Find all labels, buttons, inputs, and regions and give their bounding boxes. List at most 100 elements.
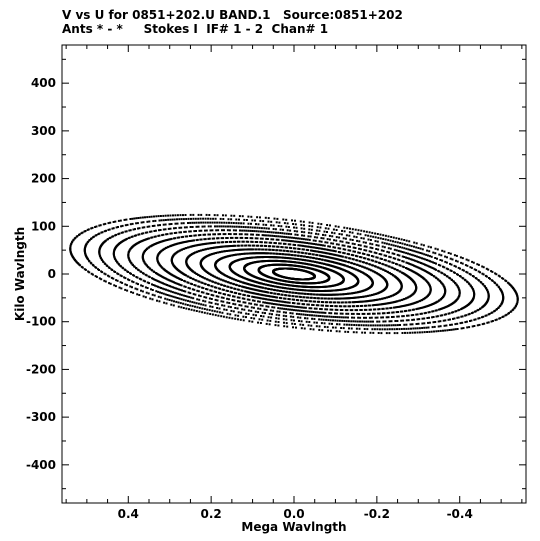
uv-point [302,262,304,264]
uv-point [416,323,418,325]
uv-point [268,245,270,247]
uv-point [296,278,298,280]
uv-point [332,319,334,321]
uv-point [116,272,118,274]
uv-point [247,253,249,255]
uv-point [297,248,299,250]
uv-point [128,230,130,232]
uv-point [410,249,412,251]
uv-point [395,301,397,303]
uv-point [293,295,295,297]
uv-point [255,241,257,243]
uv-point [194,245,196,247]
uv-point [300,286,302,288]
uv-point [99,249,101,251]
uv-point [418,267,420,269]
uv-point [260,245,262,247]
uv-point [188,292,190,294]
uv-point [353,236,355,238]
uv-point [332,316,334,318]
uv-point [311,243,313,245]
uv-point [354,251,356,253]
uv-point [363,324,365,326]
uv-point [331,235,333,237]
uv-point [309,307,311,309]
uv-point [274,300,276,302]
uv-point [445,313,447,315]
uv-point [216,311,218,313]
uv-point [418,318,420,320]
uv-point [327,245,329,247]
uv-point [226,222,228,224]
uv-point [323,294,325,296]
uv-point [289,237,291,239]
uv-point [244,245,246,247]
uv-point [261,283,263,285]
uv-point [420,252,422,254]
uv-point [191,245,193,247]
uv-point [245,226,247,228]
uv-point [329,257,331,259]
uv-point [290,285,292,287]
uv-point [227,226,229,228]
uv-point [269,252,271,254]
uv-point [373,271,375,273]
uv-point [419,275,421,277]
uv-point [377,257,379,259]
uv-point [217,283,219,285]
uv-point [364,257,366,259]
uv-point [179,298,181,300]
uv-point [357,269,359,271]
uv-point [248,302,250,304]
uv-point [203,249,205,251]
uv-point [369,264,371,266]
uv-point [154,236,156,238]
uv-point [279,300,281,302]
uv-point [386,316,388,318]
uv-point [230,237,232,239]
uv-point [352,254,354,256]
uv-point [106,264,108,266]
uv-point [368,239,370,241]
uv-point [265,287,267,289]
uv-point [233,288,235,290]
uv-point [310,250,312,252]
uv-point [232,303,234,305]
uv-point [283,239,285,241]
uv-point [295,309,297,311]
uv-point [311,311,313,313]
uv-point [296,230,298,232]
uv-point [324,308,326,310]
uv-point [295,241,297,243]
uv-point [208,248,210,250]
uv-point [389,302,391,304]
uv-point [182,273,184,275]
uv-point [188,240,190,242]
uv-point [137,234,139,236]
uv-point [185,247,187,249]
uv-point [264,302,266,304]
uv-point [161,292,163,294]
uv-point [423,258,425,260]
uv-point [360,260,362,262]
uv-point [405,324,407,326]
uv-point [389,272,391,274]
uv-point [423,306,425,308]
uv-point [250,223,252,225]
uv-point [104,240,106,242]
uv-point [200,244,202,246]
uv-point [118,263,120,265]
uv-point [276,256,278,258]
uv-point [127,278,129,280]
uv-point [201,276,203,278]
uv-point [214,222,216,224]
uv-point [388,316,390,318]
uv-point [256,234,258,236]
uv-point [296,227,298,229]
uv-point [284,260,286,262]
uv-point [344,297,346,299]
uv-point [321,241,323,243]
uv-point [301,231,303,233]
uv-point [306,286,308,288]
uv-point [300,289,302,291]
